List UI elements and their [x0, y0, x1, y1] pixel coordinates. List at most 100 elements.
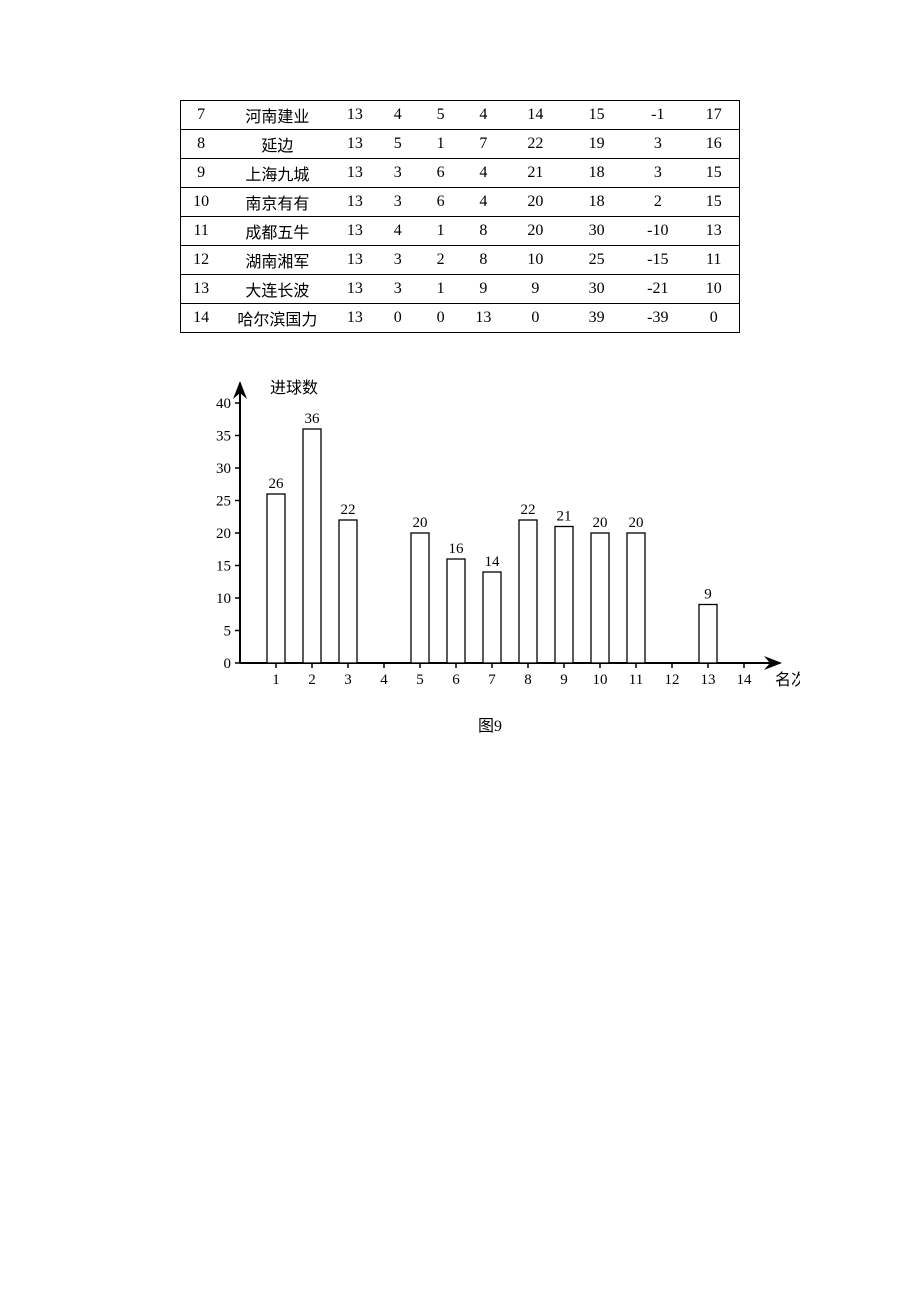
cell-l: 8	[462, 246, 505, 275]
cell-gf: 0	[505, 304, 566, 333]
x-tick-label: 9	[560, 672, 568, 688]
cell-rank: 8	[181, 130, 222, 159]
cell-d: 2	[419, 246, 462, 275]
cell-ga: 19	[566, 130, 627, 159]
cell-w: 3	[376, 159, 419, 188]
cell-team: 湖南湘军	[221, 246, 333, 275]
bar	[591, 533, 609, 663]
cell-gf: 14	[505, 101, 566, 130]
table-row: 10南京有有133642018215	[181, 188, 740, 217]
bar-value-label: 20	[413, 515, 428, 531]
cell-ga: 18	[566, 159, 627, 188]
bar	[339, 520, 357, 663]
bar-value-label: 9	[704, 587, 712, 603]
goals-bar-chart: 05101520253035401234567891011121314进球数名次…	[180, 363, 800, 703]
cell-gf: 22	[505, 130, 566, 159]
chart-caption: 图9	[180, 712, 800, 736]
table-row: 11成都五牛134182030-1013	[181, 217, 740, 246]
cell-g: 13	[334, 130, 377, 159]
cell-g: 13	[334, 188, 377, 217]
cell-rank: 14	[181, 304, 222, 333]
y-tick-label: 30	[216, 461, 231, 477]
cell-l: 4	[462, 101, 505, 130]
bar-value-label: 21	[557, 509, 572, 525]
cell-l: 13	[462, 304, 505, 333]
cell-d: 1	[419, 217, 462, 246]
x-tick-label: 11	[629, 672, 643, 688]
y-tick-label: 25	[216, 494, 231, 510]
x-tick-label: 12	[665, 672, 680, 688]
cell-team: 延边	[221, 130, 333, 159]
x-tick-label: 6	[452, 672, 460, 688]
cell-l: 9	[462, 275, 505, 304]
cell-l: 8	[462, 217, 505, 246]
cell-rank: 9	[181, 159, 222, 188]
cell-team: 成都五牛	[221, 217, 333, 246]
y-tick-label: 10	[216, 591, 231, 607]
x-tick-label: 10	[593, 672, 608, 688]
table-row: 8延边135172219316	[181, 130, 740, 159]
table-row: 12湖南湘军133281025-1511	[181, 246, 740, 275]
cell-ga: 15	[566, 101, 627, 130]
cell-g: 13	[334, 159, 377, 188]
cell-pts: 13	[688, 217, 739, 246]
bar-value-label: 26	[269, 476, 285, 492]
bar	[411, 533, 429, 663]
cell-g: 13	[334, 304, 377, 333]
x-tick-label: 2	[308, 672, 316, 688]
y-tick-label: 40	[216, 396, 231, 412]
bar	[483, 572, 501, 663]
cell-gd: -1	[627, 101, 688, 130]
cell-pts: 0	[688, 304, 739, 333]
x-tick-label: 13	[701, 672, 716, 688]
y-axis-label: 进球数	[270, 379, 318, 397]
bar-value-label: 22	[341, 502, 356, 518]
cell-w: 5	[376, 130, 419, 159]
y-tick-label: 15	[216, 559, 231, 575]
x-tick-label: 8	[524, 672, 532, 688]
cell-ga: 25	[566, 246, 627, 275]
bar-value-label: 14	[485, 554, 501, 570]
cell-gf: 10	[505, 246, 566, 275]
bar	[627, 533, 645, 663]
table-row: 9上海九城133642118315	[181, 159, 740, 188]
cell-ga: 18	[566, 188, 627, 217]
bar	[267, 494, 285, 663]
bar	[519, 520, 537, 663]
table-row: 7河南建业134541415-117	[181, 101, 740, 130]
cell-w: 3	[376, 275, 419, 304]
bar	[699, 605, 717, 664]
cell-rank: 11	[181, 217, 222, 246]
x-tick-label: 4	[380, 672, 388, 688]
cell-w: 3	[376, 246, 419, 275]
bar	[447, 559, 465, 663]
cell-rank: 7	[181, 101, 222, 130]
cell-gd: -39	[627, 304, 688, 333]
cell-gd: 3	[627, 130, 688, 159]
cell-gf: 20	[505, 217, 566, 246]
cell-pts: 15	[688, 188, 739, 217]
cell-gf: 20	[505, 188, 566, 217]
bar-value-label: 20	[629, 515, 644, 531]
cell-w: 4	[376, 217, 419, 246]
cell-gd: -10	[627, 217, 688, 246]
cell-g: 13	[334, 275, 377, 304]
cell-d: 1	[419, 275, 462, 304]
x-tick-label: 7	[488, 672, 496, 688]
cell-d: 0	[419, 304, 462, 333]
cell-team: 河南建业	[221, 101, 333, 130]
cell-w: 3	[376, 188, 419, 217]
y-tick-label: 5	[224, 624, 232, 640]
cell-pts: 10	[688, 275, 739, 304]
cell-gf: 9	[505, 275, 566, 304]
x-tick-label: 1	[272, 672, 280, 688]
cell-ga: 30	[566, 275, 627, 304]
cell-l: 4	[462, 188, 505, 217]
cell-g: 13	[334, 217, 377, 246]
cell-rank: 12	[181, 246, 222, 275]
cell-d: 1	[419, 130, 462, 159]
cell-ga: 39	[566, 304, 627, 333]
bar-value-label: 20	[593, 515, 608, 531]
table-row: 13大连长波13319930-2110	[181, 275, 740, 304]
cell-gd: 3	[627, 159, 688, 188]
